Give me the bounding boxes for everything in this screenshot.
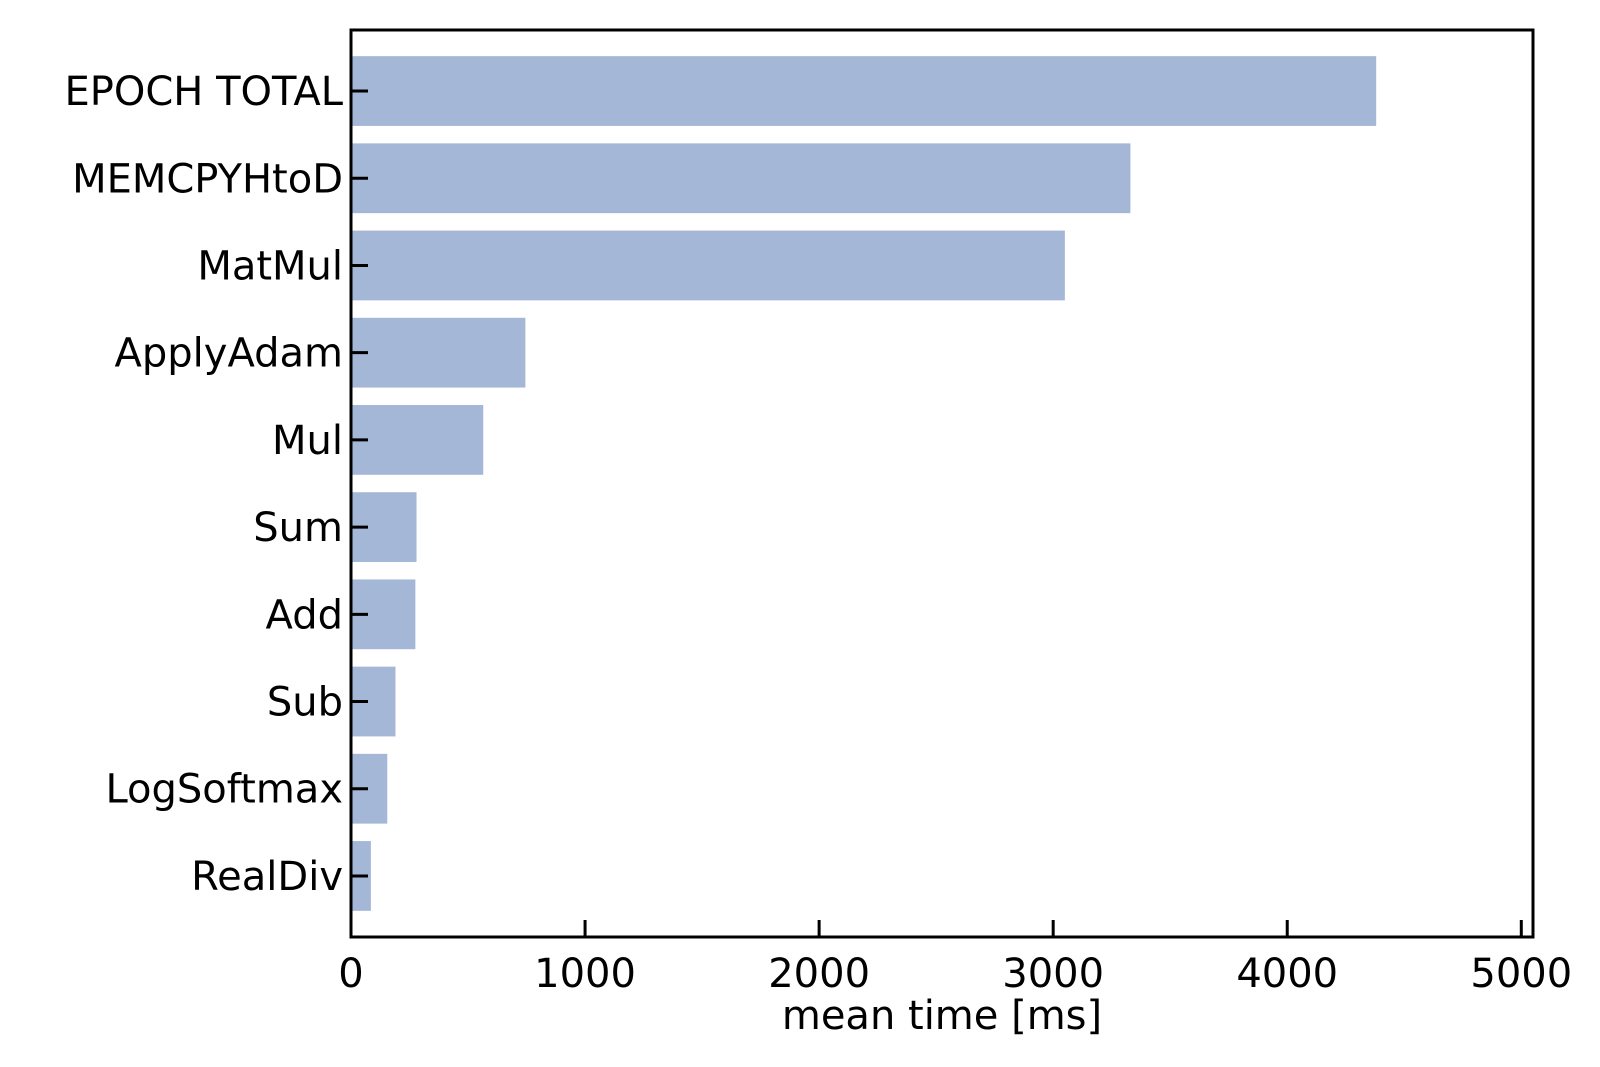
y-tick-label-matmul: MatMul xyxy=(197,243,343,289)
y-tick-label-realdiv: RealDiv xyxy=(191,854,343,900)
bar-applyadam xyxy=(351,317,526,388)
x-axis-label: mean time [ms] xyxy=(782,993,1102,1039)
bar-memcpyhtod xyxy=(351,143,1131,214)
y-axis-ticks: EPOCH TOTAL MEMCPYHtoD MatMul ApplyAdam Mul S… xyxy=(65,69,368,900)
y-tick-label-epoch-total: EPOCH TOTAL xyxy=(65,69,344,115)
y-tick-label-logsoftmax: LogSoftmax xyxy=(105,767,343,813)
y-tick-label-sum: Sum xyxy=(253,505,343,551)
x-tick-label-2000: 2000 xyxy=(768,951,870,997)
x-tick-label-4000: 4000 xyxy=(1236,951,1338,997)
x-axis-ticks: 0 1000 2000 3000 4000 5000 xyxy=(338,920,1572,997)
y-tick-label-sub: Sub xyxy=(267,680,343,726)
plot-frame xyxy=(349,28,1535,939)
x-tick-label-5000: 5000 xyxy=(1470,951,1572,997)
bar-epoch-total xyxy=(351,56,1377,126)
x-tick-label-3000: 3000 xyxy=(1002,951,1104,997)
bar-matmul xyxy=(351,230,1065,301)
y-tick-label-mul: Mul xyxy=(272,418,343,464)
bars-group xyxy=(351,56,1377,911)
y-tick-label-memcpyhtod: MEMCPYHtoD xyxy=(72,156,343,202)
bar-mul xyxy=(351,405,484,475)
x-tick-label-0: 0 xyxy=(338,951,363,997)
y-tick-label-add: Add xyxy=(266,592,343,638)
y-tick-label-applyadam: ApplyAdam xyxy=(115,331,343,377)
x-tick-label-1000: 1000 xyxy=(534,951,636,997)
